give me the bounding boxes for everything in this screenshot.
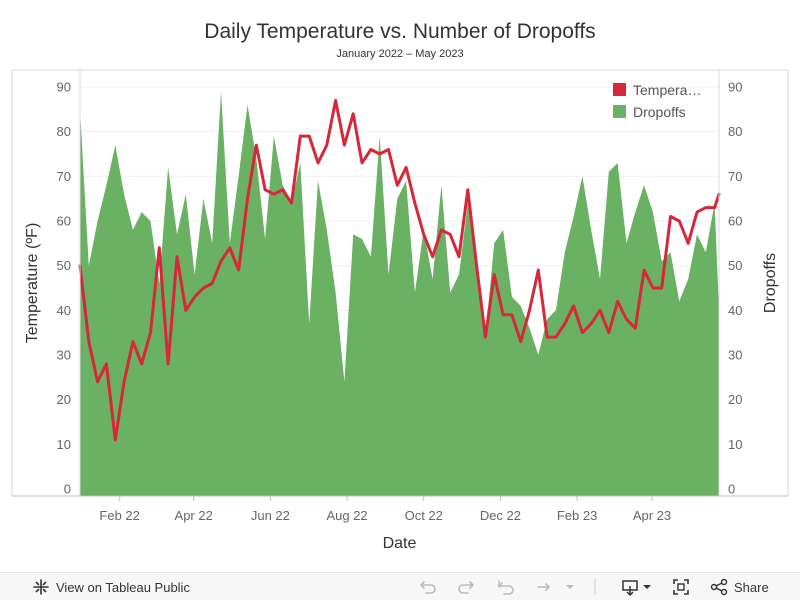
view-on-tableau-link[interactable]: View on Tableau Public bbox=[32, 578, 190, 596]
revert-icon bbox=[498, 580, 514, 595]
x-tick-label: Dec 22 bbox=[480, 508, 521, 523]
x-tick-label: Apr 23 bbox=[633, 508, 671, 523]
legend-label: Tempera… bbox=[633, 82, 701, 98]
y-tick-label-left: 0 bbox=[64, 482, 71, 497]
x-tick-label: Feb 23 bbox=[557, 508, 597, 523]
y-tick-label-left: 10 bbox=[57, 437, 71, 452]
y-tick-label-right: 10 bbox=[728, 437, 742, 452]
toolbar-divider bbox=[594, 578, 596, 596]
y-axis-title-right: Dropoffs bbox=[762, 253, 779, 313]
view-on-tableau-label: View on Tableau Public bbox=[56, 579, 190, 595]
y-axis-title-left: Temperature (ºF) bbox=[24, 223, 41, 344]
redo-icon bbox=[458, 581, 475, 594]
chart-title: Daily Temperature vs. Number of Dropoffs bbox=[204, 20, 596, 43]
share-label: Share bbox=[734, 579, 769, 595]
y-tick-label-left: 60 bbox=[57, 214, 71, 229]
legend-swatch bbox=[613, 105, 626, 118]
y-tick-label-left: 80 bbox=[57, 124, 71, 139]
x-tick-label: Oct 22 bbox=[405, 508, 443, 523]
tableau-toolbar: View on Tableau Public bbox=[0, 572, 800, 600]
x-tick-label: Apr 22 bbox=[175, 508, 213, 523]
x-tick-label: Aug 22 bbox=[326, 508, 367, 523]
y-tick-label-right: 60 bbox=[728, 214, 742, 229]
legend-label: Dropoffs bbox=[633, 104, 686, 120]
fullscreen-icon bbox=[673, 579, 689, 595]
refresh-button[interactable] bbox=[534, 578, 554, 596]
revert-button[interactable] bbox=[496, 578, 516, 596]
y-tick-label-right: 40 bbox=[728, 303, 742, 318]
y-tick-label-right: 50 bbox=[728, 258, 742, 273]
tableau-logo-icon bbox=[33, 579, 49, 595]
x-axis-title: Date bbox=[383, 535, 417, 552]
chart: Daily Temperature vs. Number of Dropoffs… bbox=[11, 20, 789, 552]
fullscreen-button[interactable] bbox=[672, 578, 690, 596]
y-tick-label-right: 80 bbox=[728, 124, 742, 139]
undo-button[interactable] bbox=[418, 578, 438, 596]
undo-icon bbox=[419, 581, 436, 594]
y-tick-label-right: 90 bbox=[728, 80, 742, 95]
chart-subtitle: January 2022 – May 2023 bbox=[336, 48, 464, 60]
download-icon bbox=[622, 580, 651, 596]
chevron-down-icon bbox=[566, 585, 574, 589]
y-tick-label-right: 30 bbox=[728, 348, 742, 363]
x-tick-label: Jun 22 bbox=[251, 508, 290, 523]
download-button[interactable] bbox=[620, 578, 654, 596]
y-tick-label-left: 20 bbox=[57, 392, 71, 407]
y-tick-label-right: 0 bbox=[728, 482, 735, 497]
temperature-line bbox=[78, 98, 721, 442]
redo-button[interactable] bbox=[456, 578, 476, 596]
plot-area: 0 0 10 10 20 20 30 30 40 40 50 50 60 60 70 70 80 80 90 90 Fe… bbox=[11, 69, 789, 552]
share-icon bbox=[710, 578, 728, 596]
share-button[interactable]: Share bbox=[710, 578, 769, 596]
y-tick-label-left: 40 bbox=[57, 303, 71, 318]
pause-dropdown[interactable] bbox=[564, 578, 576, 596]
y-tick-label-right: 70 bbox=[728, 169, 742, 184]
y-tick-label-left: 30 bbox=[57, 348, 71, 363]
refresh-icon bbox=[537, 583, 551, 591]
y-tick-label-left: 90 bbox=[57, 80, 71, 95]
x-tick-label: Feb 22 bbox=[99, 508, 139, 523]
y-tick-label-right: 20 bbox=[728, 392, 742, 407]
y-tick-label-left: 50 bbox=[57, 258, 71, 273]
y-tick-label-left: 70 bbox=[57, 169, 71, 184]
dropoffs-area bbox=[80, 91, 719, 496]
legend-swatch bbox=[613, 83, 626, 96]
